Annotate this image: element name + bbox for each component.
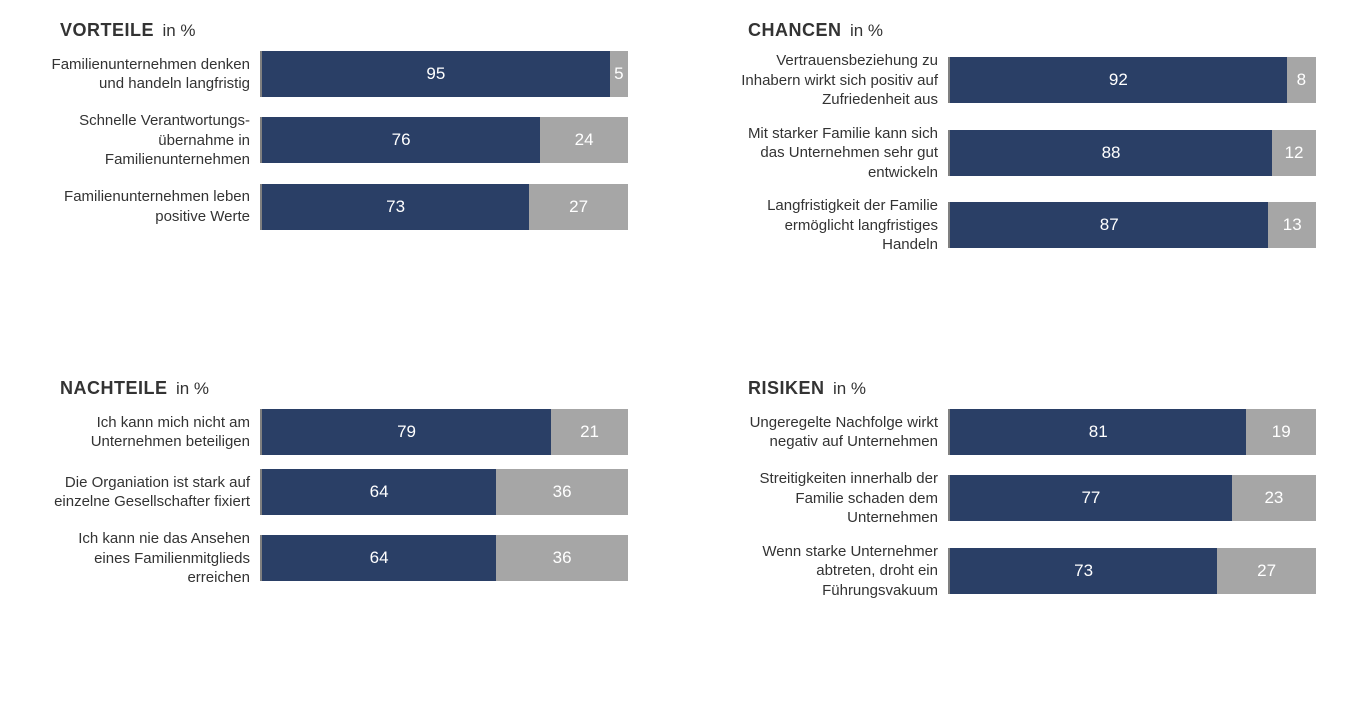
- bar-wrap: 64 36: [260, 469, 628, 515]
- chart-row: Mit starker Familie kann sich das Untern…: [728, 124, 1316, 183]
- bar-wrap: 77 23: [948, 475, 1316, 521]
- bar-secondary: 5: [610, 51, 628, 97]
- bar-primary: 64: [262, 535, 496, 581]
- panel-title-suffix: in %: [833, 379, 866, 398]
- panel-title-suffix: in %: [850, 21, 883, 40]
- panel-title: RISIKEN in %: [748, 378, 1316, 399]
- bar-wrap: 87 13: [948, 202, 1316, 248]
- row-label: Vertrauensbeziehung zu Inhabern wirkt si…: [728, 51, 948, 110]
- bar-wrap: 88 12: [948, 130, 1316, 176]
- row-label: Mit starker Familie kann sich das Untern…: [728, 124, 948, 183]
- chart-row: Schnelle Verantwortungs-übernahme in Fam…: [40, 111, 628, 170]
- chart-row: Vertrauensbeziehung zu Inhabern wirkt si…: [728, 51, 1316, 110]
- row-label: Wenn starke Unternehmer abtreten, droht …: [728, 542, 948, 601]
- chart-row: Streitigkeiten innerhalb der Familie sch…: [728, 469, 1316, 528]
- bar-primary: 87: [950, 202, 1268, 248]
- bar-wrap: 79 21: [260, 409, 628, 455]
- panel-chancen: CHANCEN in % Vertrauensbeziehung zu Inha…: [728, 20, 1316, 348]
- panel-title: NACHTEILE in %: [60, 378, 628, 399]
- chart-row: Familienunternehmen leben positive Werte…: [40, 184, 628, 230]
- bar-wrap: 92 8: [948, 57, 1316, 103]
- panel-title-suffix: in %: [176, 379, 209, 398]
- row-label: Ungeregelte Nachfolge wirkt negativ auf …: [728, 413, 948, 452]
- bar-secondary: 19: [1246, 409, 1316, 455]
- bar-secondary: 21: [551, 409, 628, 455]
- row-label: Streitigkeiten innerhalb der Familie sch…: [728, 469, 948, 528]
- bar-secondary: 36: [496, 469, 628, 515]
- bar-wrap: 95 5: [260, 51, 628, 97]
- row-label: Ich kann nie das Ansehen eines Familienm…: [40, 529, 260, 588]
- bar-primary: 95: [262, 51, 610, 97]
- panel-nachteile: NACHTEILE in % Ich kann mich nicht am Un…: [40, 378, 628, 706]
- bar-secondary: 13: [1268, 202, 1316, 248]
- bar-primary: 81: [950, 409, 1246, 455]
- panel-vorteile: VORTEILE in % Familienunternehmen denken…: [40, 20, 628, 348]
- bar-primary: 92: [950, 57, 1287, 103]
- chart-row: Langfristigkeit der Familie ermöglicht l…: [728, 196, 1316, 255]
- bar-secondary: 8: [1287, 57, 1316, 103]
- bar-primary: 88: [950, 130, 1272, 176]
- chart-row: Ich kann nie das Ansehen eines Familienm…: [40, 529, 628, 588]
- panel-title: CHANCEN in %: [748, 20, 1316, 41]
- bar-wrap: 81 19: [948, 409, 1316, 455]
- chart-row: Ich kann mich nicht am Unternehmen betei…: [40, 409, 628, 455]
- panel-title: VORTEILE in %: [60, 20, 628, 41]
- bar-secondary: 12: [1272, 130, 1316, 176]
- row-label: Familienunternehmen denken und handeln l…: [40, 55, 260, 94]
- bar-wrap: 73 27: [948, 548, 1316, 594]
- chart-row: Ungeregelte Nachfolge wirkt negativ auf …: [728, 409, 1316, 455]
- bar-primary: 79: [262, 409, 551, 455]
- bar-secondary: 27: [1217, 548, 1316, 594]
- bar-wrap: 73 27: [260, 184, 628, 230]
- bar-primary: 77: [950, 475, 1232, 521]
- chart-row: Wenn starke Unternehmer abtreten, droht …: [728, 542, 1316, 601]
- bar-secondary: 24: [540, 117, 628, 163]
- bar-primary: 64: [262, 469, 496, 515]
- bar-wrap: 76 24: [260, 117, 628, 163]
- chart-grid: VORTEILE in % Familienunternehmen denken…: [40, 20, 1316, 706]
- bar-primary: 73: [950, 548, 1217, 594]
- panel-title-bold: VORTEILE: [60, 20, 154, 40]
- bar-secondary: 27: [529, 184, 628, 230]
- row-label: Langfristigkeit der Familie ermöglicht l…: [728, 196, 948, 255]
- panel-title-bold: RISIKEN: [748, 378, 825, 398]
- row-label: Ich kann mich nicht am Unternehmen betei…: [40, 413, 260, 452]
- bar-secondary: 36: [496, 535, 628, 581]
- panel-risiken: RISIKEN in % Ungeregelte Nachfolge wirkt…: [728, 378, 1316, 706]
- row-label: Schnelle Verantwortungs-übernahme in Fam…: [40, 111, 260, 170]
- panel-title-bold: NACHTEILE: [60, 378, 168, 398]
- panel-title-bold: CHANCEN: [748, 20, 842, 40]
- bar-primary: 76: [262, 117, 540, 163]
- chart-row: Die Organiation ist stark auf einzelne G…: [40, 469, 628, 515]
- bar-primary: 73: [262, 184, 529, 230]
- bar-secondary: 23: [1232, 475, 1316, 521]
- panel-title-suffix: in %: [162, 21, 195, 40]
- bar-wrap: 64 36: [260, 535, 628, 581]
- chart-row: Familienunternehmen denken und handeln l…: [40, 51, 628, 97]
- row-label: Familienunternehmen leben positive Werte: [40, 187, 260, 226]
- row-label: Die Organiation ist stark auf einzelne G…: [40, 473, 260, 512]
